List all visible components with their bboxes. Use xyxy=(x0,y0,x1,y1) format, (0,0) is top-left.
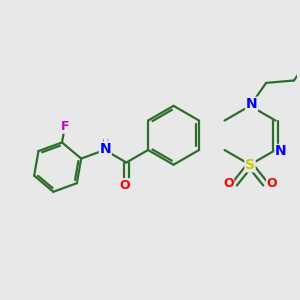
Text: S: S xyxy=(245,158,255,172)
Text: O: O xyxy=(120,179,130,192)
Text: N: N xyxy=(275,145,287,158)
Text: H: H xyxy=(102,139,109,148)
Text: N: N xyxy=(246,98,257,111)
Text: O: O xyxy=(223,177,234,190)
Text: N: N xyxy=(100,142,111,156)
Text: F: F xyxy=(61,120,69,133)
Text: O: O xyxy=(266,177,277,190)
